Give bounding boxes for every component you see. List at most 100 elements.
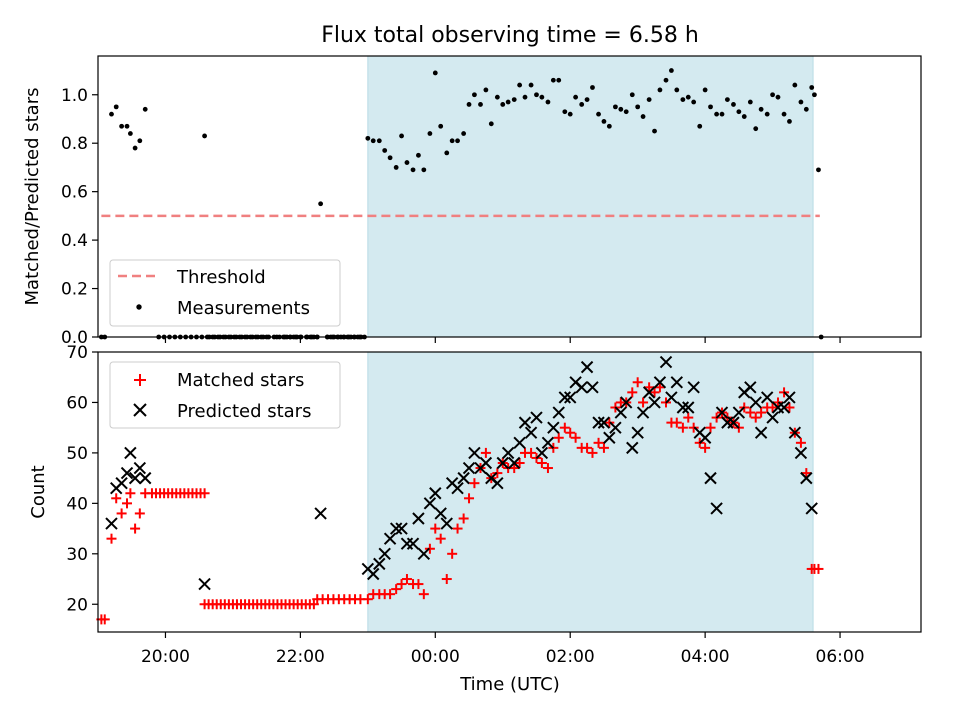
predicted-point (462, 461, 476, 475)
top-axis-ticks: 0.0 0.2 0.4 0.6 0.8 1.0 (61, 86, 841, 348)
measurement-point (787, 119, 792, 124)
predicted-point (754, 426, 768, 439)
predicted-point (468, 446, 481, 460)
x-tick-label: 06:00 (816, 647, 865, 667)
matched-point (464, 493, 475, 504)
measurement-point (812, 92, 817, 98)
matched-point (99, 614, 110, 625)
measurement-point (724, 97, 730, 103)
matched-point (134, 508, 145, 519)
matched-point (582, 442, 593, 453)
matched-point (700, 442, 711, 453)
matched-point (553, 432, 564, 443)
predicted-point (434, 507, 447, 520)
top-y-tick-label: 0.4 (61, 231, 88, 251)
matched-point (756, 407, 767, 418)
measurement-point (432, 70, 438, 76)
matched-point (391, 584, 402, 595)
matched-point (430, 523, 441, 534)
measurement-point (127, 131, 133, 136)
measurement-point (646, 97, 652, 103)
predicted-point (417, 547, 431, 561)
matched-point (130, 523, 141, 534)
measurement-point (478, 102, 483, 107)
predicted-point (744, 381, 757, 394)
x-tick-label: 20:00 (141, 647, 190, 667)
matched-point (688, 422, 699, 433)
measurement-point (539, 94, 545, 100)
bottom-y-tick-label: 50 (66, 444, 88, 464)
x-tick-label: 04:00 (681, 647, 730, 667)
measurement-point (623, 109, 629, 115)
predicted-point (120, 466, 134, 480)
predicted-point (479, 456, 493, 470)
measurement-point (741, 114, 747, 119)
predicted-point (766, 411, 779, 424)
matched-point (195, 488, 206, 499)
measurement-point (318, 201, 324, 207)
predicted-point (665, 391, 678, 404)
measurement-point (202, 133, 207, 139)
top-axes-frame (97, 55, 922, 338)
predicted-point (105, 517, 118, 530)
measurement-point (697, 123, 703, 129)
matched-point (570, 432, 581, 443)
measurements-legend-swatch (136, 304, 142, 310)
matched-point (447, 548, 458, 559)
measurement-point (562, 109, 568, 115)
top-observing-window (367, 55, 814, 338)
measurement-point (792, 82, 798, 88)
measurement-point (816, 167, 821, 173)
predicted-point (659, 355, 673, 369)
matched-point (441, 574, 452, 585)
predicted-point (619, 396, 633, 409)
measurement-point (753, 126, 759, 132)
predicted-point (314, 507, 327, 520)
predicted-point (631, 426, 644, 439)
measurement-point (702, 87, 708, 93)
predicted-point (541, 436, 555, 450)
count-points (96, 355, 824, 625)
predicted-point (749, 396, 762, 409)
predicted-point (727, 416, 740, 429)
measurement-point (399, 133, 404, 139)
predicted-point (732, 406, 746, 419)
predicted-point (788, 426, 802, 439)
chart-title: Flux total observing time = 6.58 h (321, 23, 699, 48)
bottom-y-tick-label: 70 (66, 343, 88, 363)
predicted-point (805, 502, 818, 515)
matched-point (671, 417, 682, 428)
predicted-point (575, 381, 588, 394)
predicted-point (800, 471, 813, 485)
measurement-point (685, 94, 691, 100)
top-y-tick-label: 0.6 (61, 183, 88, 203)
measurement-point (758, 106, 764, 112)
predicted-point (710, 502, 723, 515)
measurement-point (579, 102, 585, 107)
matched-point (526, 447, 537, 458)
predicted-point (524, 426, 538, 439)
matched-legend-label: Matched stars (177, 370, 304, 391)
bottom-y-tick-label: 30 (66, 545, 88, 565)
matched-point (750, 412, 761, 423)
measurement-point (124, 123, 130, 129)
matched-legend-swatch (134, 374, 146, 386)
x-axis-label: Time (UTC) (459, 674, 560, 695)
predicted-point (597, 416, 611, 429)
measurement-point (545, 99, 551, 105)
measurement-point (590, 85, 595, 90)
measurement-point (488, 121, 494, 127)
matched-point (435, 533, 446, 544)
measurement-point (770, 92, 775, 98)
predicted-point (777, 401, 791, 414)
predicted-point (580, 360, 594, 374)
predicted-point (378, 547, 391, 561)
matched-point (106, 533, 117, 544)
measurement-point (387, 155, 393, 161)
measurement-point (511, 97, 517, 103)
measurement-point (416, 152, 421, 158)
measurement-point (421, 167, 427, 173)
measurement-point (113, 104, 119, 110)
top-legend: Threshold Measurements (109, 259, 341, 327)
matched-point (111, 493, 122, 504)
